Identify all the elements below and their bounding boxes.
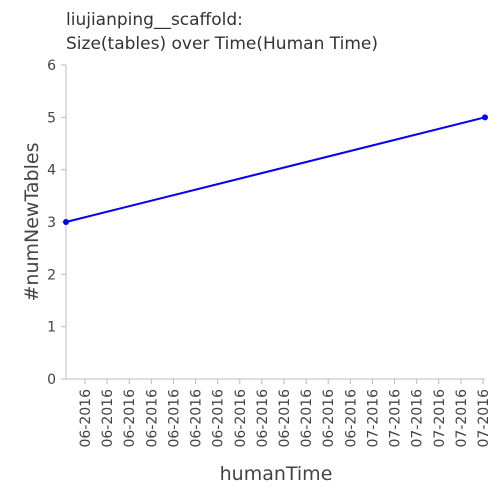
x-ticks: 06-2016 06-2016 06-2016 06-2016 06-2016 06-20… (78, 379, 492, 448)
y-tick-label: 5 (47, 110, 56, 126)
x-tick-label: 07-2016 (432, 389, 448, 448)
y-tick-label: 6 (47, 58, 56, 74)
x-tick-label: 06-2016 (255, 389, 271, 448)
y-tick-label: 4 (47, 163, 56, 179)
series-layer (63, 114, 488, 225)
x-tick-label: 06-2016 (100, 389, 116, 448)
x-tick-label: 06-2016 (343, 389, 359, 448)
x-tick-label: 06-2016 (299, 389, 315, 448)
x-axis-label: humanTime (220, 463, 333, 485)
x-tick-label: 06-2016 (189, 389, 205, 448)
chart-title-line-2: Size(tables) over Time(Human Time) (66, 34, 378, 54)
x-tick-label: 06-2016 (321, 389, 337, 448)
x-tick-label: 06-2016 (122, 389, 138, 448)
y-tick-label: 1 (47, 320, 56, 336)
x-tick-label: 07-2016 (476, 389, 492, 448)
data-point (482, 114, 488, 121)
data-point (63, 219, 69, 225)
y-tick-label: 2 (47, 267, 56, 283)
x-tick-label: 07-2016 (365, 389, 381, 448)
x-tick-label: 07-2016 (388, 389, 404, 448)
y-ticks: 0 1 2 3 4 5 6 (47, 58, 66, 388)
y-axis-label: #numNewTables (21, 143, 43, 302)
x-tick-label: 06-2016 (211, 389, 227, 448)
x-tick-label: 07-2016 (410, 389, 426, 448)
chart-title-line-1: liujianping__scaffold: (66, 10, 243, 30)
x-tick-label: 06-2016 (277, 389, 293, 448)
x-tick-label: 06-2016 (78, 389, 94, 448)
x-tick-label: 06-2016 (233, 389, 249, 448)
series-line (65, 116, 486, 223)
y-tick-label: 0 (47, 372, 56, 388)
x-tick-label: 07-2016 (454, 389, 470, 448)
x-tick-label: 06-2016 (144, 389, 160, 448)
x-tick-label: 06-2016 (166, 389, 182, 448)
y-tick-label: 3 (47, 215, 56, 231)
